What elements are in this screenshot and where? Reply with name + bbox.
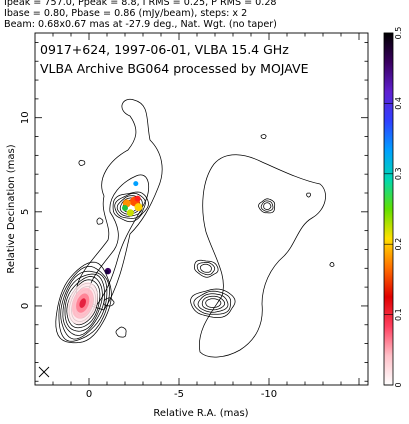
contour-island <box>329 262 335 267</box>
beam-marker <box>38 366 50 378</box>
colorbar-tick-label: 0 <box>394 382 403 387</box>
contour-lobe-inner <box>194 259 219 278</box>
header-line-peaks: Ipeak = 757.0, Ppeak = 8.8, I RMS = 0.25… <box>4 0 277 8</box>
contour-island <box>260 134 267 139</box>
polarization-patch <box>134 195 141 202</box>
x-tick-label: 0 <box>86 389 92 400</box>
colorbar-tick-label: 0.2 <box>394 238 403 251</box>
contour-island <box>103 297 115 307</box>
colorbar-tick-label: 0.3 <box>394 167 403 180</box>
contour-lobe-core <box>190 288 236 318</box>
chart-title-line-2: VLBA Archive BG064 processed by MOJAVE <box>40 61 309 76</box>
contour-core <box>60 270 108 340</box>
y-tick-label: 10 <box>20 111 31 124</box>
contour-knot <box>112 191 149 223</box>
contour-lobe-core <box>205 298 222 308</box>
contour-core <box>62 273 106 336</box>
core-fill <box>79 298 86 308</box>
chart-title-line-1: 0917+624, 1997-06-01, VLBA 15.4 GHz <box>40 42 289 57</box>
contour-lobe-inner <box>196 262 216 276</box>
colorbar-tick-label: 0.5 <box>394 27 403 40</box>
polarization-patch <box>122 205 128 212</box>
contour-island <box>78 159 86 166</box>
contour-island <box>96 217 104 225</box>
polarization-patch <box>105 270 109 275</box>
plot-frame <box>34 32 369 386</box>
polarization-layer <box>104 181 143 275</box>
y-tick-label: 5 <box>20 209 31 215</box>
contour-knot <box>116 195 143 217</box>
colorbar-scale <box>383 32 394 386</box>
colorbar: 0 0.1 0.2 0.3 0.4 0.5 <box>383 27 403 388</box>
y-axis-label: Relative Decination (mas) <box>6 144 17 273</box>
x-tick-label: -10 <box>261 389 277 400</box>
x-axis-label: Relative R.A. (mas) <box>153 408 248 419</box>
contour-core <box>55 261 112 344</box>
polarization-patch <box>126 209 134 217</box>
contour-jet <box>87 174 150 307</box>
contour-island <box>115 326 127 338</box>
x-tick-label: -5 <box>174 389 184 400</box>
contour-lobe-knot <box>258 198 276 214</box>
y-tick-label: 0 <box>20 303 31 309</box>
colorbar-tick-label: 0.4 <box>394 97 403 110</box>
contour-lobe-knot <box>263 202 272 210</box>
header-line-beam: Beam: 0.68x0.67 mas at -27.9 deg., Nat. … <box>4 19 277 30</box>
contour-jet <box>76 98 163 311</box>
contour-core <box>64 276 103 332</box>
polarization-patch <box>134 203 143 212</box>
contour-lobe-core <box>193 290 232 315</box>
contour-knot <box>114 193 146 219</box>
header-line-base: Ibase = 0.80, Pbase = 0.86 (mJy/beam), s… <box>4 8 248 19</box>
contour-lobe <box>198 154 326 358</box>
contour-lobe-knot <box>260 200 274 212</box>
polarization-patch <box>133 181 139 187</box>
contour-core <box>58 266 110 342</box>
contour-lobe-inner <box>199 263 212 273</box>
contour-island <box>306 192 311 198</box>
contour-lobe-core <box>201 295 226 311</box>
contour-layer <box>38 98 335 378</box>
contour-lobe-core <box>197 293 229 313</box>
colorbar-tick-label: 0.1 <box>394 308 403 321</box>
